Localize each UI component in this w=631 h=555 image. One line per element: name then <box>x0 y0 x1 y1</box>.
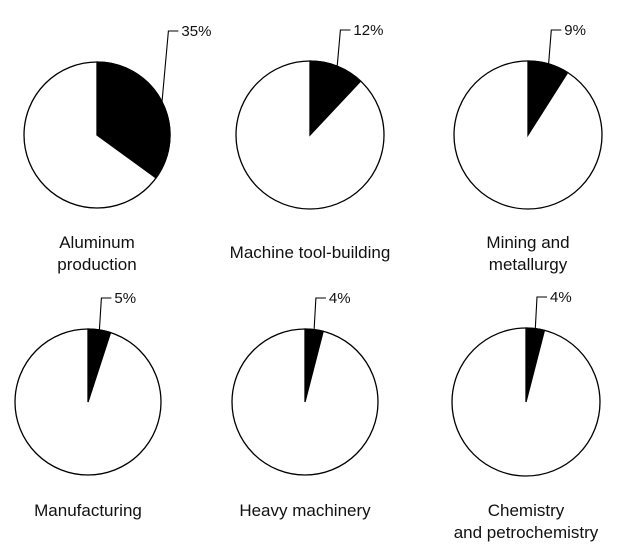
category-label: metallurgy <box>489 255 568 274</box>
category-label: production <box>57 255 136 274</box>
category-label: and petrochemistry <box>454 523 599 542</box>
leader-line <box>548 29 562 64</box>
percent-label: 12% <box>353 22 383 39</box>
leader-line <box>161 30 179 102</box>
category-label: Machine tool-building <box>230 243 391 262</box>
category-label: Mining and <box>486 233 569 252</box>
percent-label: 9% <box>564 22 586 39</box>
pie-1: 35% Aluminum production <box>23 23 211 274</box>
leader-line <box>534 296 547 329</box>
pie-3: 9% Mining and metallurgy <box>453 22 603 274</box>
leader-line <box>313 297 326 330</box>
category-label: Chemistry <box>488 501 565 520</box>
pie-2: 12% Machine tool-building <box>230 22 391 262</box>
pie-5: 4% Heavy machinery <box>231 290 379 520</box>
percent-label: 35% <box>181 23 211 40</box>
percent-label: 4% <box>550 289 572 306</box>
category-label: Heavy machinery <box>239 501 371 520</box>
percent-label: 5% <box>114 290 136 307</box>
category-label: Manufacturing <box>34 501 142 520</box>
category-label: Aluminum <box>59 233 135 252</box>
pie-6: 4% Chemistry and petrochemistry <box>451 289 601 542</box>
leader-line <box>336 29 351 67</box>
percent-label: 4% <box>329 290 351 307</box>
pie-highlight-slice <box>527 60 569 138</box>
leader-line <box>98 297 112 330</box>
pie-4: 5% Manufacturing <box>14 290 162 520</box>
